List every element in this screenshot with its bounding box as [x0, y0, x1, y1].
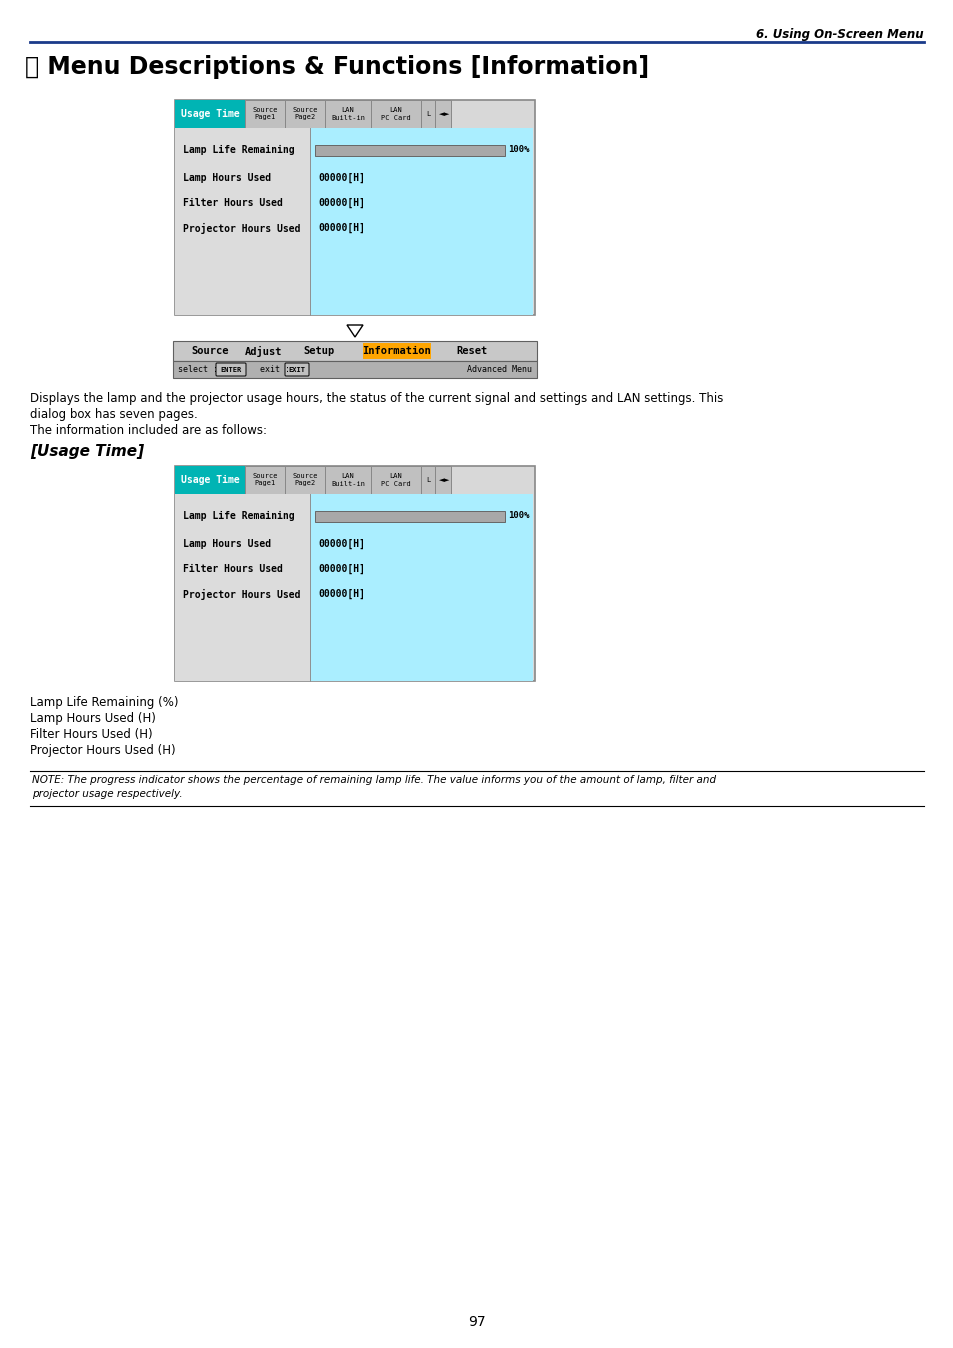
Text: select :: select :: [178, 365, 223, 373]
FancyBboxPatch shape: [174, 128, 310, 315]
Text: 00000[H]: 00000[H]: [317, 539, 365, 549]
FancyBboxPatch shape: [215, 363, 246, 376]
FancyBboxPatch shape: [371, 100, 420, 128]
Text: 97: 97: [468, 1316, 485, 1329]
Text: Filter Hours Used: Filter Hours Used: [183, 198, 283, 208]
Text: ►: ►: [443, 111, 449, 117]
FancyBboxPatch shape: [435, 466, 451, 493]
FancyBboxPatch shape: [285, 363, 309, 376]
Text: 00000[H]: 00000[H]: [317, 198, 365, 208]
Text: Lamp Life Remaining: Lamp Life Remaining: [183, 146, 294, 155]
Text: LAN
Built-in: LAN Built-in: [331, 473, 365, 487]
FancyBboxPatch shape: [325, 100, 371, 128]
FancyBboxPatch shape: [172, 341, 537, 361]
Text: 100%: 100%: [507, 511, 529, 520]
Text: Lamp Life Remaining (%): Lamp Life Remaining (%): [30, 696, 178, 709]
Text: Source
Page1: Source Page1: [252, 473, 277, 487]
FancyBboxPatch shape: [435, 100, 451, 128]
Text: The information included are as follows:: The information included are as follows:: [30, 425, 267, 437]
Text: Source: Source: [191, 346, 229, 356]
Text: projector usage respectively.: projector usage respectively.: [32, 789, 182, 799]
FancyBboxPatch shape: [420, 100, 435, 128]
Text: Displays the lamp and the projector usage hours, the status of the current signa: Displays the lamp and the projector usag…: [30, 392, 722, 404]
Text: Projector Hours Used (H): Projector Hours Used (H): [30, 744, 175, 758]
Text: 00000[H]: 00000[H]: [317, 589, 365, 599]
FancyBboxPatch shape: [174, 466, 245, 493]
Text: Adjust: Adjust: [245, 345, 282, 356]
Text: Filter Hours Used (H): Filter Hours Used (H): [30, 728, 152, 741]
FancyBboxPatch shape: [314, 144, 504, 155]
Text: ENTER: ENTER: [220, 367, 241, 372]
Text: Projector Hours Used: Projector Hours Used: [183, 222, 300, 233]
FancyBboxPatch shape: [285, 100, 325, 128]
Text: Projector Hours Used: Projector Hours Used: [183, 589, 300, 600]
Text: Reset: Reset: [456, 346, 487, 356]
FancyBboxPatch shape: [172, 361, 537, 377]
Text: LAN
PC Card: LAN PC Card: [381, 108, 411, 120]
FancyBboxPatch shape: [310, 128, 533, 315]
Text: 00000[H]: 00000[H]: [317, 222, 365, 233]
FancyBboxPatch shape: [314, 511, 504, 522]
Text: Usage Time: Usage Time: [180, 474, 239, 485]
Text: L: L: [425, 477, 430, 483]
Text: Source
Page2: Source Page2: [292, 108, 317, 120]
Text: Advanced Menu: Advanced Menu: [467, 365, 532, 373]
FancyBboxPatch shape: [174, 100, 535, 315]
FancyBboxPatch shape: [285, 466, 325, 493]
Text: Lamp Life Remaining: Lamp Life Remaining: [183, 511, 294, 522]
Text: Lamp Hours Used: Lamp Hours Used: [183, 173, 271, 183]
Text: Information: Information: [362, 346, 431, 356]
Text: 00000[H]: 00000[H]: [317, 563, 365, 574]
Text: L: L: [425, 111, 430, 117]
Text: Usage Time: Usage Time: [180, 109, 239, 119]
FancyBboxPatch shape: [310, 493, 533, 681]
Text: Lamp Hours Used: Lamp Hours Used: [183, 539, 271, 549]
FancyBboxPatch shape: [174, 466, 535, 681]
Text: Setup: Setup: [303, 346, 334, 356]
Text: 6. Using On-Screen Menu: 6. Using On-Screen Menu: [756, 28, 923, 40]
Text: ◄: ◄: [438, 111, 444, 117]
Text: LAN
PC Card: LAN PC Card: [381, 473, 411, 487]
Text: EXIT: EXIT: [288, 367, 305, 372]
Text: ⒇ Menu Descriptions & Functions [Information]: ⒇ Menu Descriptions & Functions [Informa…: [25, 55, 648, 80]
Text: Filter Hours Used: Filter Hours Used: [183, 563, 283, 574]
FancyBboxPatch shape: [371, 466, 420, 493]
FancyBboxPatch shape: [245, 100, 285, 128]
FancyBboxPatch shape: [245, 466, 285, 493]
Text: Source
Page1: Source Page1: [252, 108, 277, 120]
FancyBboxPatch shape: [174, 100, 245, 128]
Polygon shape: [347, 325, 363, 337]
Text: ◄: ◄: [438, 477, 444, 483]
FancyBboxPatch shape: [325, 466, 371, 493]
Text: ►: ►: [443, 477, 449, 483]
Text: exit :: exit :: [250, 365, 294, 373]
FancyBboxPatch shape: [363, 342, 431, 359]
Text: Source
Page2: Source Page2: [292, 473, 317, 487]
FancyBboxPatch shape: [420, 466, 435, 493]
Text: 100%: 100%: [507, 146, 529, 155]
Text: 00000[H]: 00000[H]: [317, 173, 365, 183]
Text: dialog box has seven pages.: dialog box has seven pages.: [30, 408, 197, 421]
Text: [Usage Time]: [Usage Time]: [30, 443, 144, 460]
Text: Lamp Hours Used (H): Lamp Hours Used (H): [30, 712, 155, 725]
FancyBboxPatch shape: [174, 493, 310, 681]
Text: NOTE: The progress indicator shows the percentage of remaining lamp life. The va: NOTE: The progress indicator shows the p…: [32, 775, 716, 785]
Text: LAN
Built-in: LAN Built-in: [331, 108, 365, 120]
